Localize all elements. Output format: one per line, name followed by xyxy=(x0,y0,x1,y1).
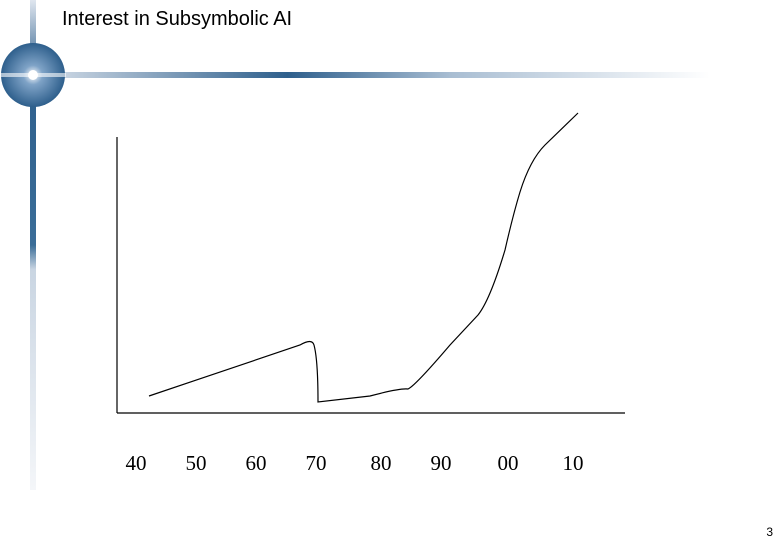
x-label: 00 xyxy=(498,451,519,475)
x-label: 80 xyxy=(371,451,392,475)
interest-curve xyxy=(148,112,579,403)
side-bar xyxy=(30,0,36,490)
x-label: 90 xyxy=(431,451,452,475)
logo-center xyxy=(28,70,38,80)
x-label: 40 xyxy=(126,451,147,475)
x-label: 60 xyxy=(246,451,267,475)
page-number: 3 xyxy=(766,525,773,539)
slide-title: Interest in Subsymbolic AI xyxy=(62,8,292,30)
x-label: 10 xyxy=(563,451,584,475)
x-label: 50 xyxy=(186,451,207,475)
header-rule xyxy=(60,72,710,78)
x-label: 70 xyxy=(306,451,327,475)
